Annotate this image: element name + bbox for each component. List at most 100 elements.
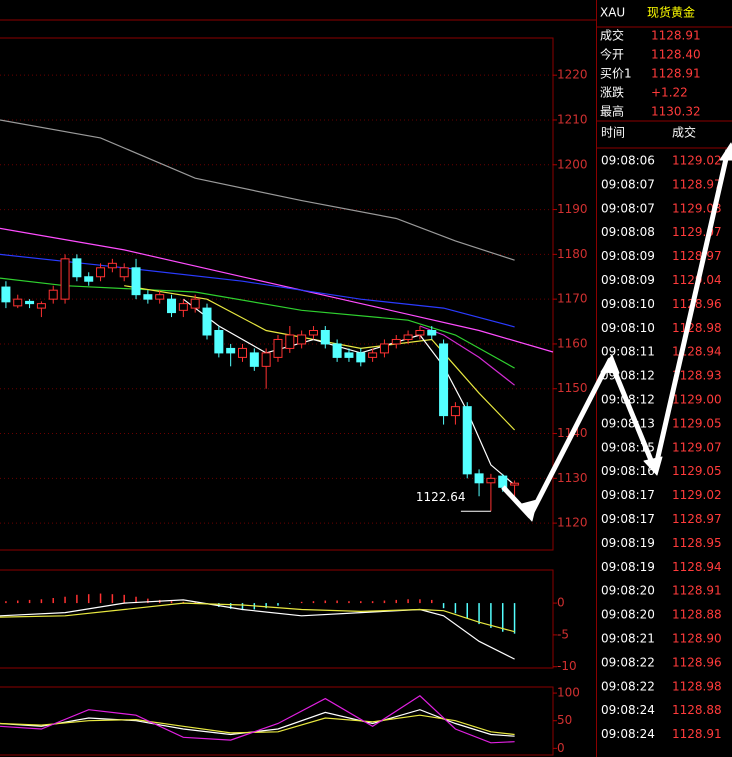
trade-rows: 09:08:06 1129.02 09:08:07 1128.97 09:08:07 11… (601, 154, 722, 742)
trade-price: 1129.00 (672, 393, 722, 407)
y-tick-label: 1120 (557, 516, 588, 530)
quote-label: 成交 (600, 28, 624, 43)
candle-body (273, 338, 283, 358)
y-tick-label: -10 (557, 659, 577, 673)
y-tick-label: -5 (557, 627, 569, 641)
candle-body (498, 475, 508, 488)
trade-price: 1128.88 (672, 703, 722, 717)
candle-body (214, 330, 224, 354)
candle-body (155, 294, 165, 300)
trade-price: 1128.97 (672, 177, 722, 191)
arrowhead (643, 456, 663, 476)
candle-body (462, 406, 472, 475)
y-tick-label: 1150 (557, 381, 588, 395)
candle-body (72, 258, 82, 278)
candle-body (202, 307, 212, 336)
candle-body (403, 334, 413, 340)
candle-body (332, 343, 342, 358)
indicator-line (182, 298, 515, 486)
candle-body (237, 347, 247, 358)
trade-price: 1128.98 (672, 321, 722, 335)
candle-body (167, 298, 177, 314)
trade-time: 09:08:17 (601, 512, 655, 526)
trade-price: 1128.98 (672, 679, 722, 693)
y-tick-label: 1160 (557, 336, 588, 350)
panel-frame (0, 569, 554, 669)
candle-body (119, 267, 129, 278)
candle-body (107, 262, 117, 269)
arrowhead (600, 354, 620, 374)
candle-body (356, 352, 366, 363)
trade-time: 09:08:20 (601, 584, 655, 598)
candle-body (60, 258, 70, 300)
indicator-line (0, 709, 515, 737)
trade-price: 1128.96 (672, 655, 722, 669)
candle-body (344, 352, 354, 358)
trade-price: 1128.90 (672, 632, 722, 646)
candle-body (261, 352, 271, 367)
quote-label: 涨跌 (600, 85, 624, 100)
candle-body (510, 482, 520, 486)
col-header: 时间 (601, 126, 625, 140)
quote-label: 最高 (600, 104, 624, 119)
trade-time: 09:08:08 (601, 225, 655, 239)
candle-body (36, 303, 46, 309)
panel-frame (0, 37, 554, 551)
y-tick-label: 1200 (557, 157, 588, 171)
quote-value: +1.22 (651, 86, 688, 100)
candle-body (320, 330, 330, 345)
candle-body (131, 267, 141, 296)
candle-body (368, 352, 378, 358)
candle-body (308, 330, 318, 336)
trade-time: 09:08:20 (601, 608, 655, 622)
trade-time: 09:08:22 (601, 679, 655, 693)
chart-area: 1120113011401150116011701180119012001210… (0, 37, 588, 756)
trade-price: 1128.97 (672, 249, 722, 263)
candle-body (285, 334, 295, 349)
trade-time: 09:08:16 (601, 464, 655, 478)
trade-price: 1129.02 (672, 488, 722, 502)
y-tick-label: 1190 (557, 202, 588, 216)
trade-price: 1129.05 (672, 464, 722, 478)
indicator-line (0, 599, 515, 660)
candle-body (226, 347, 236, 354)
indicator-line (0, 602, 515, 633)
y-tick-label: 0 (557, 741, 565, 755)
trade-time: 09:08:19 (601, 536, 655, 550)
indicator-line (0, 253, 515, 328)
trade-price: 1128.94 (672, 560, 722, 574)
quote-label: 今开 (600, 47, 624, 62)
candle-body (486, 477, 496, 484)
quote-value: 1128.91 (651, 67, 701, 81)
candle-body (1, 286, 11, 303)
trade-price: 1128.91 (672, 584, 722, 598)
candle-body (178, 303, 188, 311)
quote-rows: 成交 1128.91 今开 1128.40 买价1 1128.91 涨跌 +1.22 最高 113… (600, 28, 701, 119)
candle-body (13, 298, 23, 307)
trade-time: 09:08:24 (601, 727, 655, 741)
trade-price: 1129.05 (672, 416, 722, 430)
candle-body (427, 330, 437, 336)
candle-body (143, 294, 153, 300)
trade-time: 09:08:15 (601, 440, 655, 454)
y-tick-label: 50 (557, 713, 572, 727)
trade-time: 09:08:24 (601, 703, 655, 717)
candle-body (48, 289, 58, 300)
trade-price: 1128.95 (672, 536, 722, 550)
symbol: XAU (600, 6, 625, 20)
y-tick-label: 0 (557, 596, 565, 610)
arrowhead (517, 499, 538, 522)
trade-price: 1128.91 (672, 727, 722, 741)
col-header: 成交 (672, 125, 696, 140)
candle-body (474, 473, 484, 484)
quote-label: 买价1 (600, 67, 632, 81)
indicator-line (0, 695, 515, 744)
trade-time: 09:08:06 (601, 154, 655, 168)
candle-body (450, 406, 460, 417)
trade-time: 09:08:10 (601, 321, 655, 335)
candle-body (96, 267, 106, 278)
candle-body (190, 298, 200, 309)
y-tick-label: 1210 (557, 112, 588, 126)
